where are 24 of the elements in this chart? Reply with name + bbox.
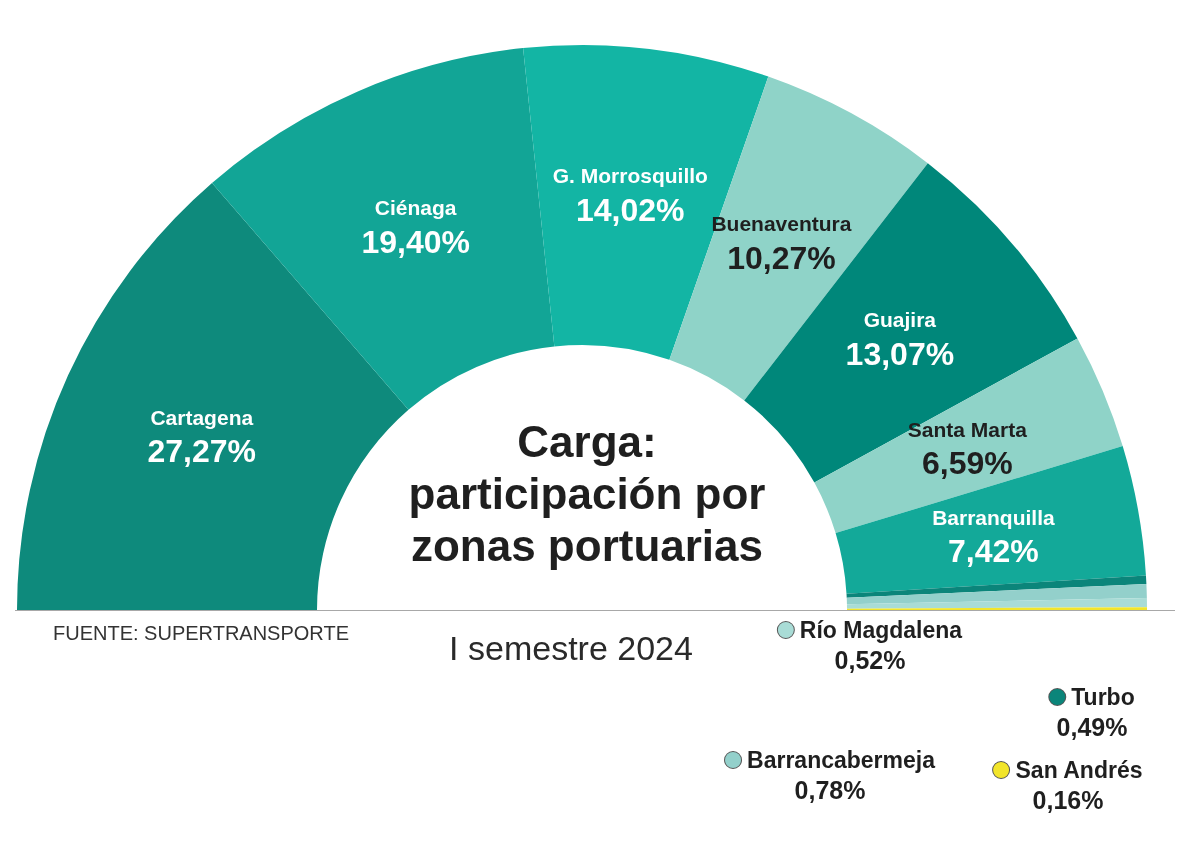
data-label: 7,42% bbox=[948, 533, 1039, 570]
slice-label: G. Morrosquillo bbox=[552, 164, 708, 188]
legend-label: Turbo bbox=[1071, 684, 1135, 710]
legend-label: Río Magdalena bbox=[799, 617, 963, 643]
slice-label: Cartagena bbox=[150, 405, 254, 429]
data-label: 0,16% bbox=[1032, 786, 1104, 814]
data-label: 27,27% bbox=[147, 433, 257, 470]
data-label: 0,52% bbox=[834, 646, 906, 674]
text: Carga: participación por zonas portuarias bbox=[408, 416, 766, 570]
slice-label: Ciénaga bbox=[374, 196, 457, 220]
slice-label: Santa Marta bbox=[907, 417, 1028, 441]
data-label: 6,59% bbox=[921, 445, 1013, 482]
source-note: FUENTE: SUPERTRANSPORTE bbox=[53, 622, 349, 644]
legend-label: San Andrés bbox=[1015, 757, 1143, 783]
data-label: 13,07% bbox=[845, 335, 955, 372]
data-label: 0,49% bbox=[1056, 713, 1128, 741]
slice-label: Guajira bbox=[863, 308, 937, 332]
data-label: 14,02% bbox=[576, 191, 685, 228]
data-label: 10,27% bbox=[727, 239, 836, 276]
data-label: 19,40% bbox=[361, 223, 470, 260]
slice-label: Barranquilla bbox=[932, 505, 1055, 529]
text: I semestre 2024 bbox=[449, 629, 693, 667]
legend-label: Barrancabermeja bbox=[747, 747, 936, 773]
data-label: 0,78% bbox=[794, 776, 866, 804]
